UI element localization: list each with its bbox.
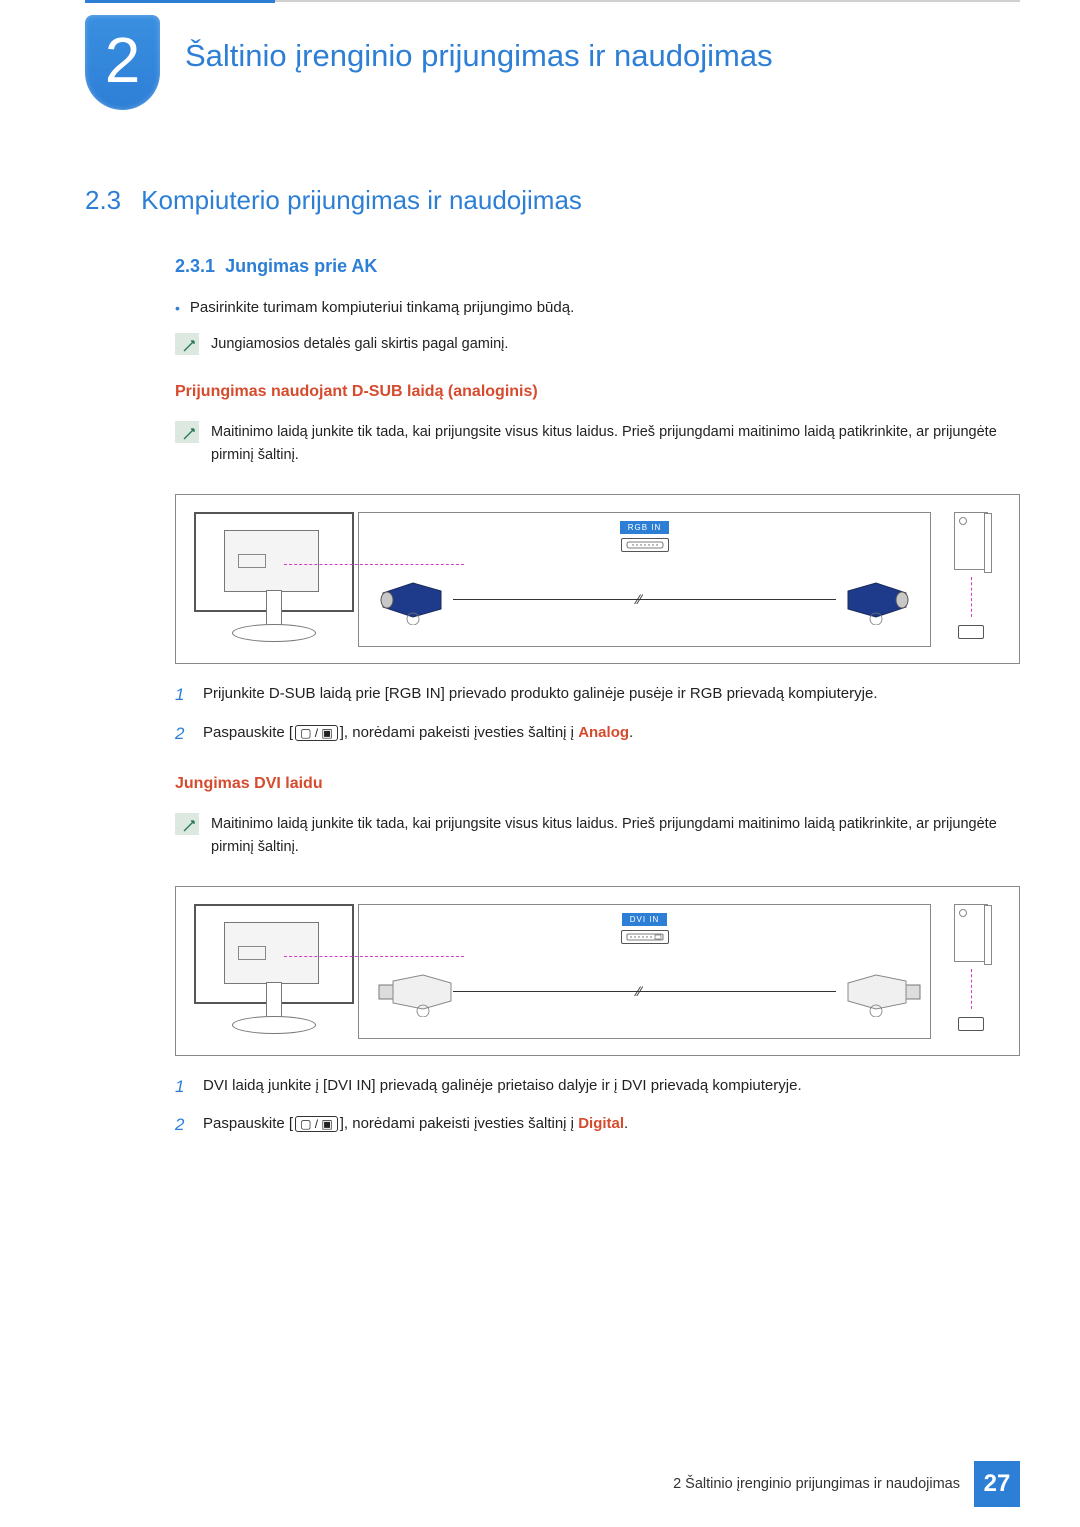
chapter-number-badge: 2: [85, 15, 160, 110]
bullet-icon: •: [175, 299, 180, 317]
step-text: DVI laidą junkite į [DVI IN] prievadą ga…: [203, 1074, 802, 1100]
source-button-icon: ▢ / ▣: [295, 1116, 338, 1132]
connection-diagram-dvi: DVI IN ⁄⁄: [175, 886, 1020, 1056]
step-item: 2 Paspauskite [▢ / ▣], norėdami pakeisti…: [175, 721, 1020, 747]
cable-panel: DVI IN ⁄⁄: [358, 904, 931, 1039]
pc-illustration: [941, 512, 1001, 647]
page-footer: 2 Šaltinio įrenginio prijungimas ir naud…: [673, 1461, 1020, 1507]
section-number: 2.3: [85, 185, 121, 216]
subsection-heading: 2.3.1 Jungimas prie AK: [175, 256, 1020, 277]
note-text: Maitinimo laidą junkite tik tada, kai pr…: [211, 813, 1020, 858]
cable-plug-left-icon: [373, 967, 453, 1017]
connection-diagram-dsub: RGB IN ⁄⁄: [175, 494, 1020, 664]
cable-panel: RGB IN ⁄⁄: [358, 512, 931, 647]
cable-wire-icon: ⁄⁄: [453, 977, 836, 1007]
cable-wire-icon: ⁄⁄: [453, 585, 836, 615]
bullet-item: • Pasirinkite turimam kompiuteriui tinka…: [175, 299, 1020, 317]
page-content: 2.3 Kompiuterio prijungimas ir naudojima…: [85, 185, 1020, 1151]
subsection-title: Jungimas prie AK: [225, 256, 377, 276]
subheading-dsub: Prijungimas naudojant D-SUB laidą (analo…: [175, 383, 1020, 401]
chapter-title: Šaltinio įrenginio prijungimas ir naudoj…: [185, 38, 773, 74]
cable-plug-left-icon: [373, 575, 453, 625]
section-title: Kompiuterio prijungimas ir naudojimas: [141, 185, 582, 216]
step-text: Prijunkite D-SUB laidą prie [RGB IN] pri…: [203, 682, 877, 708]
page-number: 27: [974, 1461, 1020, 1507]
step-text: Paspauskite [▢ / ▣], norėdami pakeisti į…: [203, 721, 633, 747]
port-label: RGB IN: [620, 521, 670, 534]
step-number: 2: [175, 721, 189, 747]
monitor-illustration: [194, 512, 364, 647]
step-item: 2 Paspauskite [▢ / ▣], norėdami pakeisti…: [175, 1112, 1020, 1138]
section-heading: 2.3 Kompiuterio prijungimas ir naudojima…: [85, 185, 1020, 216]
note-block: Jungiamosios detalės gali skirtis pagal …: [175, 333, 1020, 355]
subheading-dvi: Jungimas DVI laidu: [175, 775, 1020, 793]
note-icon: [175, 813, 199, 835]
note-block: Maitinimo laidą junkite tik tada, kai pr…: [175, 421, 1020, 466]
step-item: 1 DVI laidą junkite į [DVI IN] prievadą …: [175, 1074, 1020, 1100]
port-label: DVI IN: [622, 913, 668, 926]
note-text: Jungiamosios detalės gali skirtis pagal …: [211, 333, 508, 355]
chapter-number: 2: [105, 28, 141, 92]
port-slot-icon: [621, 930, 669, 944]
note-icon: [175, 421, 199, 443]
step-item: 1 Prijunkite D-SUB laidą prie [RGB IN] p…: [175, 682, 1020, 708]
note-icon: [175, 333, 199, 355]
note-text: Maitinimo laidą junkite tik tada, kai pr…: [211, 421, 1020, 466]
subsection-number: 2.3.1: [175, 256, 215, 276]
top-accent: [85, 0, 275, 3]
mode-analog: Analog: [578, 724, 629, 741]
step-number: 1: [175, 1074, 189, 1100]
source-button-icon: ▢ / ▣: [295, 725, 338, 741]
port-slot-icon: [621, 538, 669, 552]
bullet-text: Pasirinkite turimam kompiuteriui tinkamą…: [190, 299, 574, 317]
monitor-illustration: [194, 904, 364, 1039]
mode-digital: Digital: [578, 1115, 624, 1132]
step-number: 1: [175, 682, 189, 708]
note-block: Maitinimo laidą junkite tik tada, kai pr…: [175, 813, 1020, 858]
footer-text: 2 Šaltinio įrenginio prijungimas ir naud…: [673, 1476, 974, 1492]
step-text: Paspauskite [▢ / ▣], norėdami pakeisti į…: [203, 1112, 628, 1138]
step-number: 2: [175, 1112, 189, 1138]
cable-plug-right-icon: [836, 575, 916, 625]
cable-plug-right-icon: [836, 967, 916, 1017]
pc-illustration: [941, 904, 1001, 1039]
